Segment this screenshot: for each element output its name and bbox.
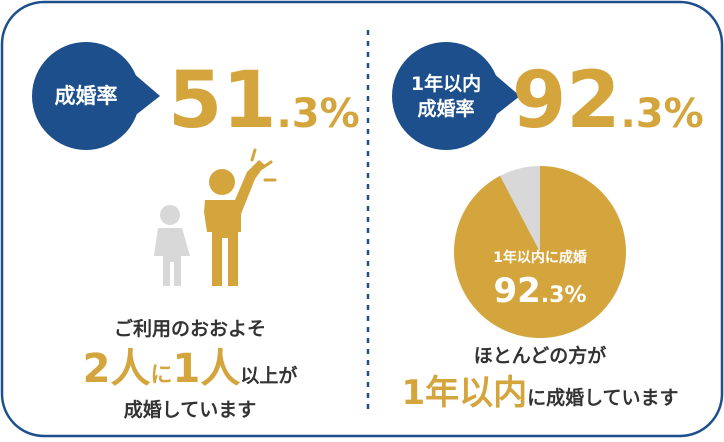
pie-label: 1年以内に成婚 [493, 249, 587, 266]
caption-part: に成婚しています [527, 386, 678, 409]
badge [392, 42, 520, 150]
caption: ご利用のおおよそ [114, 317, 266, 340]
caption-part: に [150, 363, 172, 388]
badge-label: 1年以内 [411, 72, 481, 95]
pie-slice [454, 166, 626, 338]
people-icon [154, 148, 277, 286]
caption-emphasis: 2人 [83, 346, 151, 392]
caption-emphasis: 1年以内 [401, 373, 527, 413]
pie-chart [454, 166, 626, 338]
caption: 1年以内に成婚しています [401, 373, 678, 413]
caption: 成婚しています [124, 398, 256, 421]
caption: 2人に1人以上が [83, 346, 298, 392]
pie-value-label: 92.3% [493, 271, 586, 311]
badge-label: 成婚率 [55, 84, 118, 108]
badge-label: 成婚率 [417, 97, 474, 120]
caption: ほとんどの方が [474, 344, 606, 367]
rate: 51.3% [168, 56, 360, 146]
caption-emphasis: 1人 [173, 346, 241, 392]
rate: 92.3% [512, 56, 704, 146]
caption-part: 以上が [240, 364, 297, 387]
badge [32, 42, 160, 150]
